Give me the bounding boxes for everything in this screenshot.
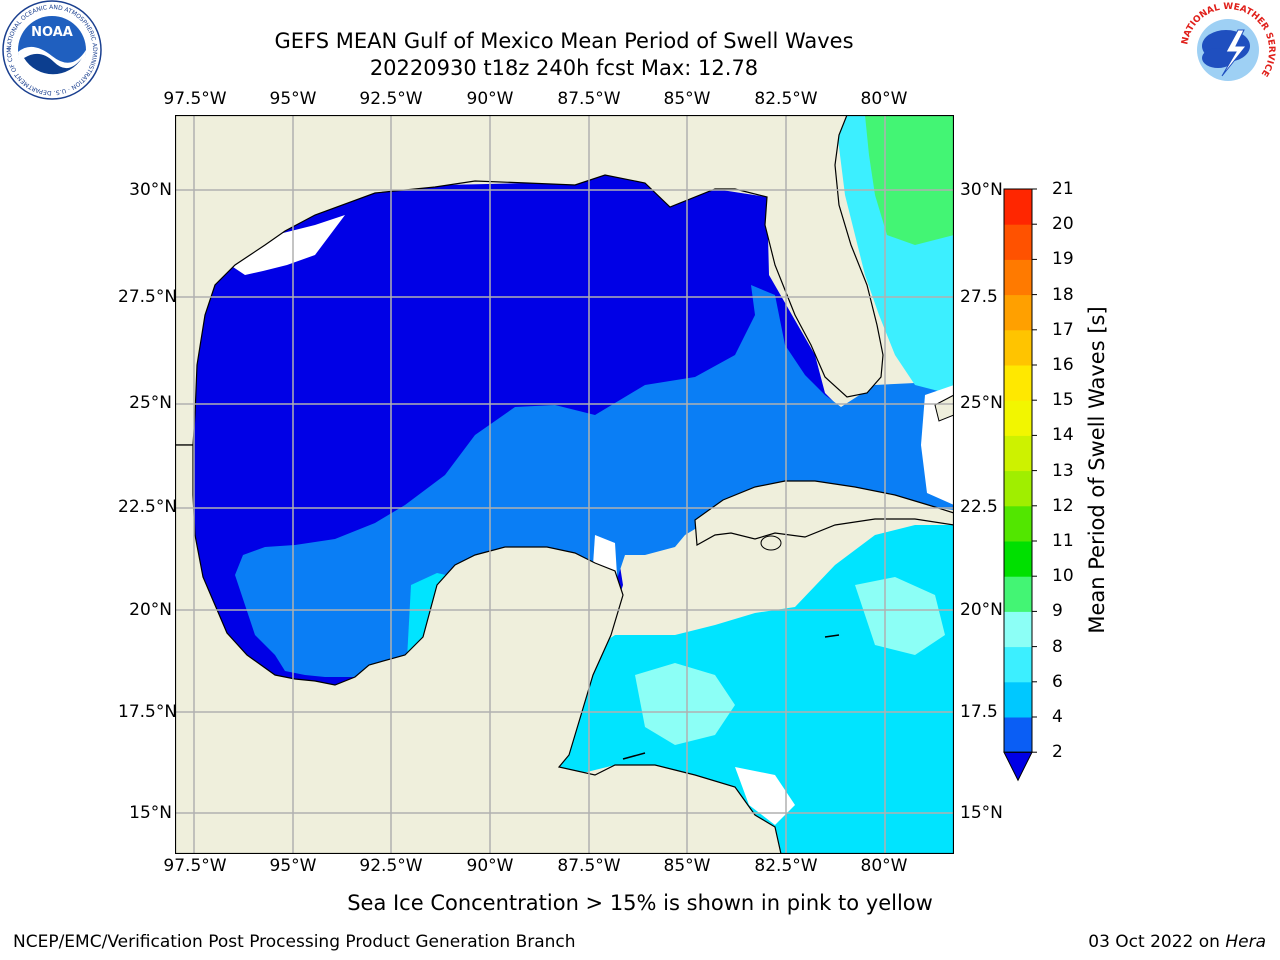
lon-label-top: 95°W [269, 89, 317, 109]
colorbar-segment [1004, 329, 1032, 366]
swan-islands [622, 752, 646, 760]
colorbar-segment [1004, 294, 1032, 331]
colorbar-tick-label: 16 [1052, 355, 1074, 375]
lat-label-right: 30°N [960, 180, 1003, 200]
map-gridlines [175, 115, 954, 854]
colorbar-segment [1004, 576, 1032, 612]
cuba-land [694, 480, 954, 546]
mexico-land [175, 444, 782, 854]
map-frame [175, 115, 954, 854]
colorbar-segment [1004, 717, 1032, 753]
lat-label-left: 15°N [129, 803, 172, 823]
caribbean-swell-4-6 [547, 525, 954, 854]
cayman-islands [824, 634, 840, 638]
lat-label-right: 25°N [960, 393, 1003, 413]
lat-label-right: 15°N [960, 803, 1003, 823]
lat-label-left: 27.5°N [118, 287, 178, 307]
nws-logo-icon: NATIONAL WEATHER SERVICE [1179, 1, 1277, 99]
lon-label-bottom: 85°W [663, 856, 711, 876]
noaa-logo-icon: NATIONAL OCEANIC AND ATMOSPHERIC ADMINIS… [2, 0, 102, 100]
colorbar-tick-label: 10 [1052, 566, 1074, 587]
colorbar-segment [1004, 681, 1032, 718]
colorbar-tick-label: 13 [1052, 460, 1074, 481]
colorbar-segment [1004, 259, 1032, 296]
credit-left: NCEP/EMC/Verification Post Processing Pr… [13, 932, 576, 952]
colorbar-segment [1004, 505, 1032, 542]
credit-right: 03 Oct 2022 on Hera [1088, 932, 1266, 952]
colorbar-tick-label: 20 [1052, 214, 1074, 235]
colorbar-tick-label: 14 [1052, 425, 1074, 446]
isle-of-youth [760, 535, 782, 551]
no-data-texas-coast [233, 215, 345, 275]
colorbar-tick-label: 9 [1052, 601, 1063, 622]
sea-ice-note: Sea Ice Concentration > 15% is shown in … [347, 891, 933, 915]
map-title-line1: GEFS MEAN Gulf of Mexico Mean Period of … [274, 29, 854, 53]
colorbar-extend-arrow [1003, 751, 1033, 782]
lon-label-bottom: 80°W [860, 856, 908, 876]
colorbar-segment [1004, 541, 1032, 577]
colorbar-tick-label: 4 [1052, 707, 1063, 727]
colorbar-tick-label: 2 [1052, 742, 1063, 763]
lat-label-left: 30°N [129, 180, 172, 200]
colorbar-segment [1004, 470, 1032, 507]
lat-label-right: 17.5 [960, 702, 998, 722]
colorbar-tick-label: 21 [1052, 179, 1074, 199]
colorbar-tick-label: 18 [1052, 284, 1074, 305]
lon-label-bottom: 97.5°W [163, 856, 227, 876]
lon-label-top: 90°W [466, 89, 514, 109]
credit-host: Hera [1225, 932, 1266, 952]
lat-label-left: 17.5°N [118, 702, 178, 722]
colorbar-tick-label: 19 [1052, 249, 1074, 270]
lon-label-top: 80°W [860, 89, 908, 109]
lon-label-bottom: 87.5°W [557, 856, 621, 876]
lon-label-bottom: 92.5°W [359, 856, 423, 876]
colorbar-tick-label: 17 [1052, 319, 1074, 340]
gulf-of-mexico-map [175, 115, 954, 854]
lat-label-right: 27.5 [960, 287, 998, 307]
colorbar-tick-label: 11 [1052, 531, 1074, 551]
lon-label-top: 87.5°W [557, 89, 621, 109]
colorbar-segment [1004, 400, 1032, 436]
lon-label-top: 85°W [663, 89, 711, 109]
colorbar-tick-label: 12 [1052, 495, 1074, 516]
credit-date: 03 Oct 2022 on [1088, 932, 1226, 952]
colorbar-segment [1004, 365, 1032, 401]
lat-label-right: 22.5 [960, 497, 998, 517]
colorbar-segment [1004, 435, 1032, 472]
lat-label-right: 20°N [960, 600, 1003, 620]
bahamas-land [934, 394, 954, 422]
colorbar-title: Mean Period of Swell Waves [s] [1085, 306, 1109, 634]
colorbar-tick-label: 6 [1052, 671, 1063, 692]
colorbar-segment [1004, 189, 1032, 225]
caribbean-swell-6-8 [635, 663, 735, 745]
colorbar-segment [1004, 646, 1032, 683]
caribbean-swell-6-8-east [855, 577, 945, 655]
noaa-logo-text: NOAA [31, 25, 73, 40]
colorbar-segment [1004, 224, 1032, 260]
colorbar-segment [1004, 611, 1032, 648]
lat-label-left: 25°N [129, 393, 172, 413]
lon-label-top: 97.5°W [163, 89, 227, 109]
no-data-honduras-coast [735, 767, 795, 825]
colorbar [1003, 188, 1037, 782]
atlantic-swell-9-10 [865, 115, 954, 245]
lon-label-bottom: 82.5°W [754, 856, 818, 876]
lat-label-left: 22.5°N [118, 497, 178, 517]
lon-label-bottom: 95°W [269, 856, 317, 876]
us-land [175, 115, 954, 446]
lon-label-top: 82.5°W [754, 89, 818, 109]
map-title-line2: 20220930 t18z 240h fcst Max: 12.78 [369, 56, 759, 80]
lon-label-bottom: 90°W [466, 856, 514, 876]
colorbar-tick-label: 8 [1052, 636, 1063, 657]
colorbar-tick-label: 15 [1052, 390, 1074, 411]
lon-label-top: 92.5°W [359, 89, 423, 109]
lat-label-left: 20°N [129, 600, 172, 620]
